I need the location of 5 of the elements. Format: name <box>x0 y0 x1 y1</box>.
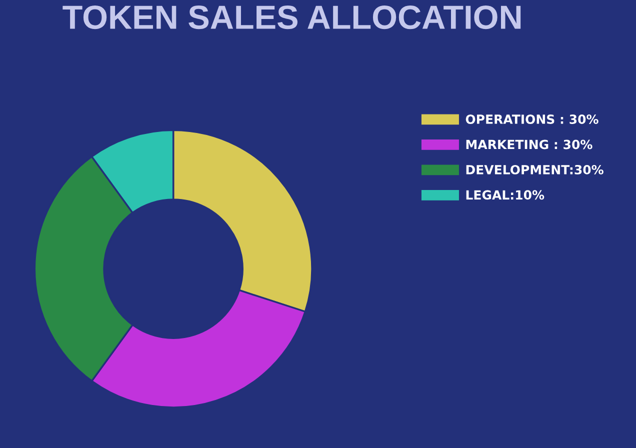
legend-label: OPERATIONS : 30% <box>466 114 598 124</box>
legend-label: MARKETING : 30% <box>466 140 592 150</box>
legend-label: LEGAL:10% <box>466 190 544 200</box>
legend-label: DEVELOPMENT:30% <box>466 164 604 174</box>
chart-title: TOKEN SALES ALLOCATION <box>62 6 521 30</box>
